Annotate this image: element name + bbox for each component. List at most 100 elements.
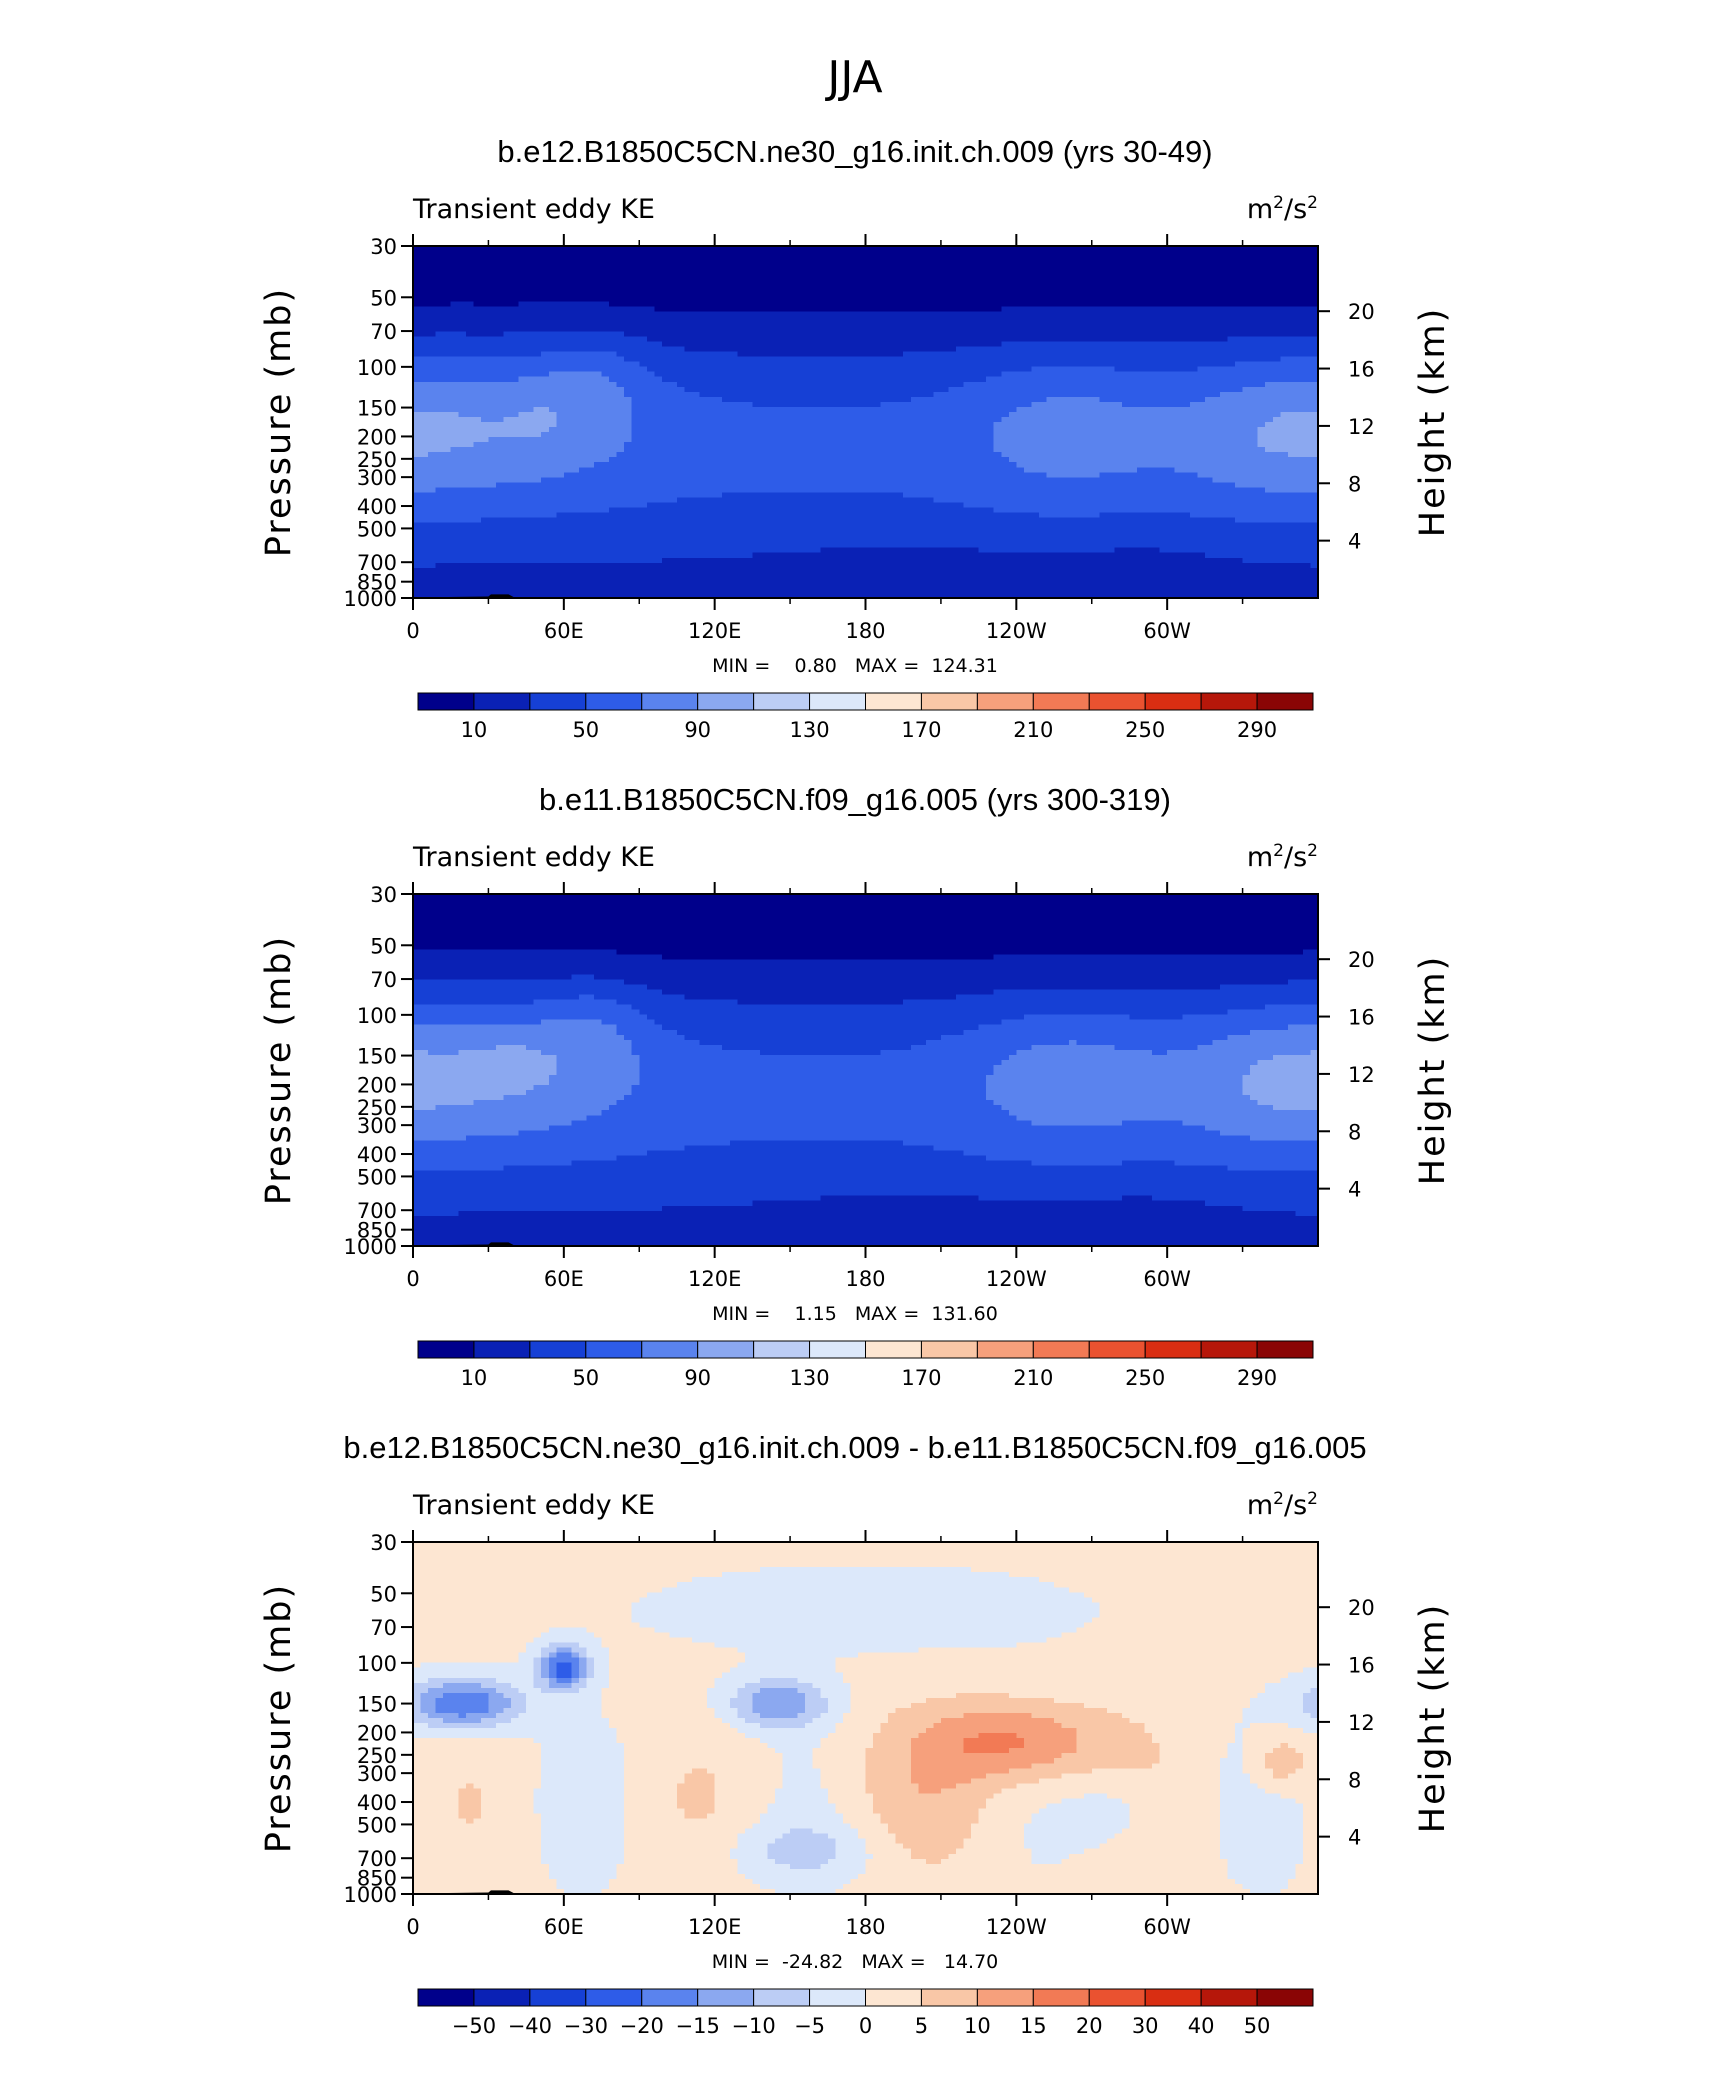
contour-cell <box>1031 291 1039 297</box>
contour-cell <box>1167 251 1175 257</box>
contour-cell <box>654 266 662 272</box>
contour-cell <box>798 271 806 277</box>
contour-cell <box>1069 276 1077 282</box>
contour-cell <box>624 291 632 297</box>
contour-cell <box>1016 276 1024 282</box>
contour-cell <box>805 256 813 262</box>
contour-cell <box>828 306 836 312</box>
contour-cell <box>994 266 1002 272</box>
contour-cell <box>1129 256 1137 262</box>
contour-cell <box>1160 311 1168 317</box>
contour-cell <box>594 311 602 317</box>
contour-cell <box>828 261 836 267</box>
contour-cell <box>1024 266 1032 272</box>
contour-cell <box>1152 256 1160 262</box>
contour-cell <box>1258 251 1266 257</box>
contour-cell <box>745 266 753 272</box>
contour-cell <box>918 256 926 262</box>
contour-cell <box>1009 281 1017 287</box>
contour-cell <box>496 256 504 262</box>
contour-cell <box>1280 311 1288 317</box>
contour-cell <box>767 301 775 307</box>
contour-cell <box>956 271 964 277</box>
contour-cell <box>979 271 987 277</box>
contour-cell <box>888 286 896 292</box>
contour-cell <box>1039 251 1047 257</box>
contour-cell <box>760 276 768 282</box>
contour-cell <box>820 281 828 287</box>
contour-cell <box>971 296 979 302</box>
contour-cell <box>1212 271 1220 277</box>
contour-cell <box>783 271 791 277</box>
contour-cell <box>602 296 610 302</box>
contour-cell <box>413 316 421 322</box>
contour-cell <box>873 296 881 302</box>
contour-cell <box>1295 296 1303 302</box>
contour-cell <box>1031 271 1039 277</box>
contour-cell <box>835 251 843 257</box>
contour-cell <box>1235 276 1243 282</box>
contour-cell <box>1228 291 1236 297</box>
contour-cell <box>828 281 836 287</box>
contour-cell <box>1062 291 1070 297</box>
contour-cell <box>1107 256 1115 262</box>
contour-cell <box>1122 296 1130 302</box>
contour-cell <box>481 276 489 282</box>
contour-cell <box>1039 301 1047 307</box>
contour-cell <box>903 306 911 312</box>
contour-cell <box>443 261 451 267</box>
contour-cell <box>662 261 670 267</box>
contour-cell <box>1243 291 1251 297</box>
contour-cell <box>722 296 730 302</box>
contour-cell <box>571 281 579 287</box>
contour-cell <box>677 276 685 282</box>
contour-cell <box>571 306 579 312</box>
contour-cell <box>1250 271 1258 277</box>
contour-cell <box>1280 296 1288 302</box>
contour-cell <box>745 291 753 297</box>
contour-cell <box>828 276 836 282</box>
contour-cell <box>911 291 919 297</box>
contour-cell <box>918 296 926 302</box>
contour-cell <box>436 311 444 317</box>
contour-cell <box>617 271 625 277</box>
contour-cell <box>918 281 926 287</box>
contour-cell <box>1001 301 1009 307</box>
contour-cell <box>1084 271 1092 277</box>
contour-cell <box>737 271 745 277</box>
contour-cell <box>752 271 760 277</box>
contour-cell <box>677 281 685 287</box>
contour-cell <box>549 316 557 322</box>
contour-cell <box>1039 266 1047 272</box>
contour-cell <box>835 306 843 312</box>
contour-cell <box>1280 271 1288 277</box>
contour-cell <box>481 301 489 307</box>
contour-cell <box>564 256 572 262</box>
contour-cell <box>1001 306 1009 312</box>
contour-cell <box>843 281 851 287</box>
contour-cell <box>1145 296 1153 302</box>
contour-cell <box>1280 291 1288 297</box>
contour-cell <box>971 271 979 277</box>
contour-cell <box>911 276 919 282</box>
contour-cell <box>1212 301 1220 307</box>
contour-cell <box>866 251 874 257</box>
contour-cell <box>1220 261 1228 267</box>
contour-cell <box>647 301 655 307</box>
contour-cell <box>549 291 557 297</box>
contour-cell <box>1069 271 1077 277</box>
contour-cell <box>700 286 708 292</box>
contour-cell <box>964 301 972 307</box>
contour-cell <box>903 266 911 272</box>
contour-cell <box>556 256 564 262</box>
contour-cell <box>1145 286 1153 292</box>
contour-cell <box>1137 271 1145 277</box>
contour-cell <box>1016 256 1024 262</box>
contour-cell <box>813 271 821 277</box>
contour-cell <box>1122 291 1130 297</box>
contour-cell <box>986 276 994 282</box>
contour-cell <box>617 296 625 302</box>
contour-cell <box>820 286 828 292</box>
contour-cell <box>1001 271 1009 277</box>
contour-cell <box>556 306 564 312</box>
